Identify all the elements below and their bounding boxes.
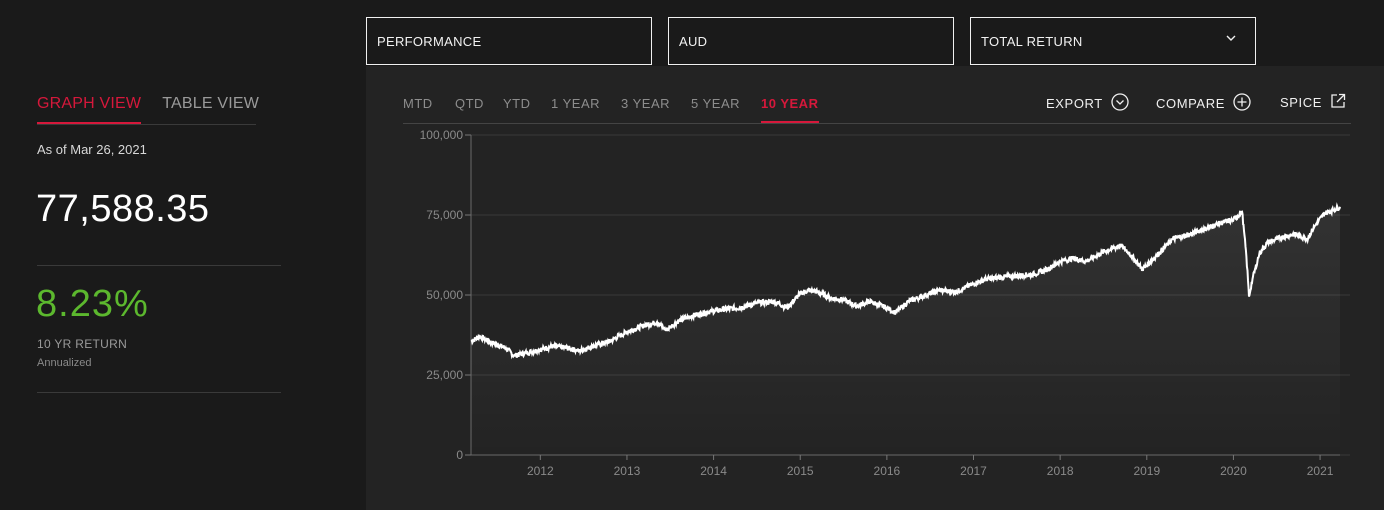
- tabs-divider: [37, 124, 256, 125]
- range-mtd[interactable]: MTD: [403, 96, 433, 111]
- chevron-down-icon: [1225, 32, 1237, 47]
- compare-button[interactable]: COMPARE: [1156, 93, 1251, 114]
- range-ytd[interactable]: YTD: [503, 96, 531, 111]
- summary-divider-top: [37, 265, 281, 266]
- tab-table-view[interactable]: TABLE VIEW: [162, 95, 260, 112]
- spice-label: SPICE: [1280, 95, 1323, 110]
- return-type-select[interactable]: TOTAL RETURN: [970, 17, 1256, 65]
- view-tabs: GRAPH VIEW TABLE VIEW: [37, 95, 280, 124]
- metric-select[interactable]: PERFORMANCE: [366, 17, 652, 65]
- return-label: 10 YR RETURN: [37, 337, 128, 351]
- range-3-year[interactable]: 3 YEAR: [621, 96, 671, 111]
- current-value: 77,588.35: [36, 188, 210, 230]
- range-qtd[interactable]: QTD: [455, 96, 484, 111]
- export-label: EXPORT: [1046, 96, 1103, 111]
- spice-link[interactable]: SPICE: [1280, 93, 1346, 112]
- tab-graph-view[interactable]: GRAPH VIEW: [37, 95, 142, 124]
- compare-label: COMPARE: [1156, 96, 1225, 111]
- as-of-date: As of Mar 26, 2021: [37, 142, 147, 157]
- chevron-down-circle-icon: [1111, 93, 1129, 114]
- currency-select[interactable]: AUD: [668, 17, 954, 65]
- active-range-indicator: [761, 121, 819, 123]
- export-button[interactable]: EXPORT: [1046, 93, 1129, 114]
- summary-divider-bottom: [37, 392, 281, 393]
- return-note: Annualized: [37, 357, 92, 369]
- chart-panel: [366, 66, 1384, 510]
- currency-select-value: AUD: [679, 33, 708, 49]
- external-link-icon: [1330, 93, 1346, 112]
- range-10-year[interactable]: 10 YEAR: [761, 96, 819, 111]
- plus-circle-icon: [1233, 93, 1251, 114]
- chart-header-rule: [403, 123, 1351, 124]
- range-1-year[interactable]: 1 YEAR: [551, 96, 601, 111]
- return-percentage: 8.23%: [36, 283, 149, 325]
- metric-select-value: PERFORMANCE: [377, 33, 482, 49]
- return-type-select-value: TOTAL RETURN: [981, 33, 1083, 49]
- range-5-year[interactable]: 5 YEAR: [691, 96, 741, 111]
